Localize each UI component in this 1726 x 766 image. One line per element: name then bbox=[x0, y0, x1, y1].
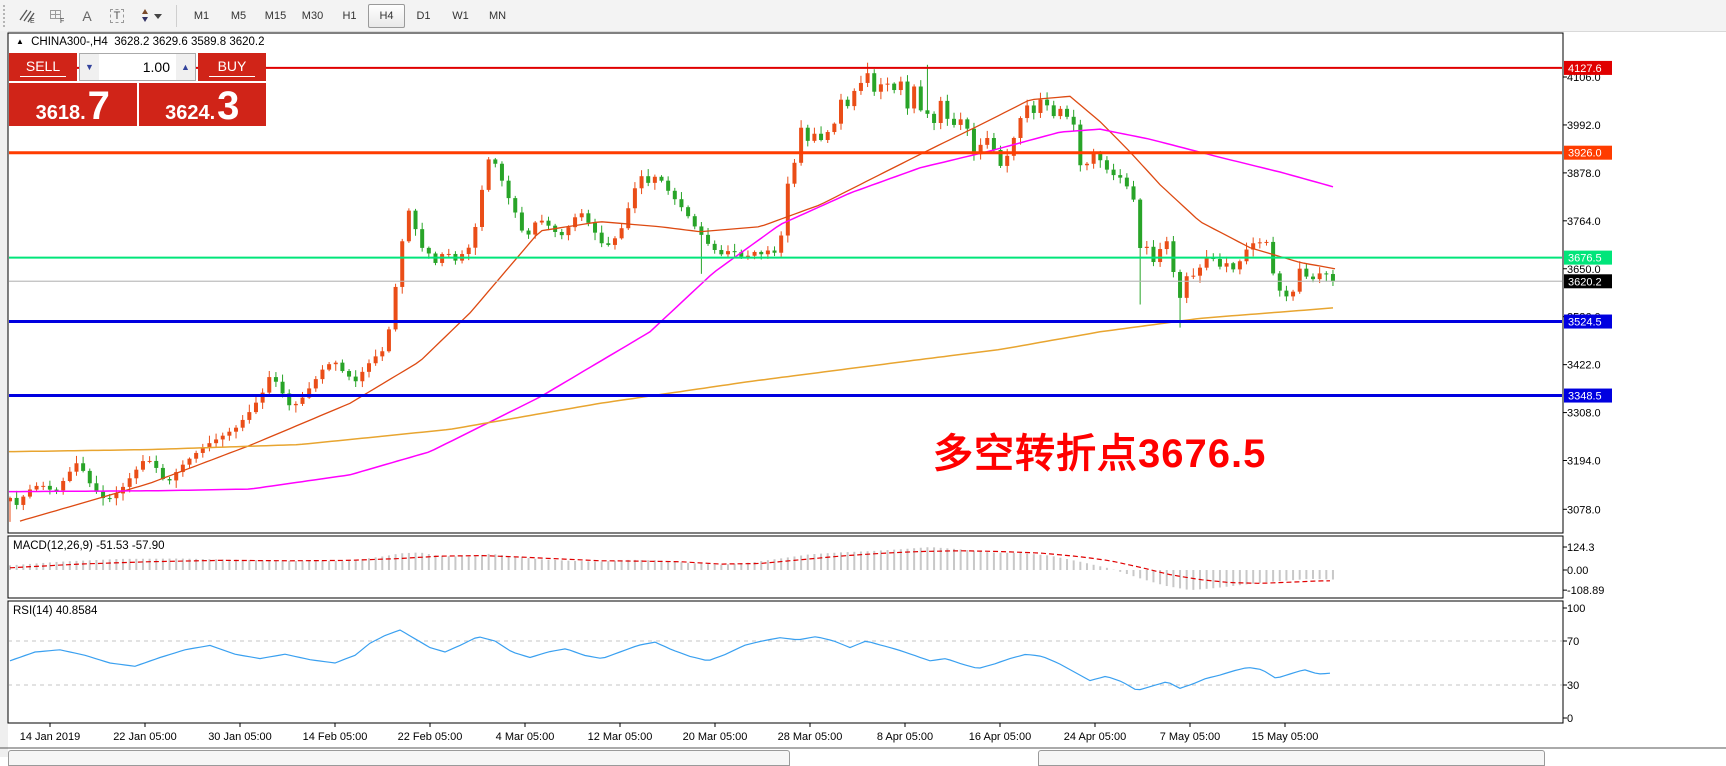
price-tick: 3308.0 bbox=[1567, 408, 1601, 420]
date-tick-label: 7 May 05:00 bbox=[1160, 731, 1221, 743]
svg-text:3620.2: 3620.2 bbox=[1568, 276, 1602, 288]
date-tick-label: 30 Jan 05:00 bbox=[208, 731, 272, 743]
toolbar-drag-handle[interactable] bbox=[3, 4, 12, 27]
candlesticks bbox=[9, 62, 1335, 522]
one-click-trade-panel: SELL ▼ ▲ BUY 3618 . 7 3624 . 3 bbox=[9, 53, 266, 126]
timeframe-button-W1[interactable]: W1 bbox=[452, 9, 469, 22]
date-tick-label: 22 Feb 05:00 bbox=[398, 731, 463, 743]
date-tick-label: 28 Mar 05:00 bbox=[778, 731, 843, 743]
ma-slow-line bbox=[9, 307, 1334, 453]
window-left-gutter bbox=[0, 31, 8, 757]
buy-price-big-digit: 3 bbox=[217, 84, 240, 129]
ma-mid-line bbox=[9, 128, 1334, 493]
price-tick: 3422.0 bbox=[1567, 360, 1601, 372]
level-price-label: 3926.0 bbox=[1564, 145, 1612, 160]
pane bbox=[7, 535, 1564, 599]
price-tick: 3650.0 bbox=[1567, 264, 1601, 276]
svg-text:3524.5: 3524.5 bbox=[1568, 317, 1602, 329]
price-tick: 3078.0 bbox=[1567, 504, 1601, 516]
rsi-label: RSI(14) 40.8584 bbox=[13, 605, 98, 617]
rsi-plot bbox=[9, 629, 1562, 691]
top-toolbar: E F A T M1 M5 M15 M30 H1 H4 D1 W1 MN bbox=[0, 0, 1726, 32]
text-tool-icon[interactable]: T bbox=[103, 3, 131, 29]
svg-text:F: F bbox=[60, 18, 64, 24]
price-tick: 3764.0 bbox=[1567, 216, 1601, 228]
level-price-label: 4127.6 bbox=[1564, 60, 1612, 75]
svg-text:3348.5: 3348.5 bbox=[1568, 391, 1602, 403]
level-price-label: 3348.5 bbox=[1564, 388, 1612, 403]
level-price-label: 3620.2 bbox=[1564, 274, 1612, 289]
rsi-tick: 0 bbox=[1567, 713, 1573, 725]
date-tick-label: 15 May 05:00 bbox=[1252, 731, 1319, 743]
date-tick-label: 4 Mar 05:00 bbox=[496, 731, 555, 743]
macd-tick: 124.3 bbox=[1567, 542, 1595, 554]
chart-symbol-label: ▲ CHINA300-,H4 3628.2 3629.6 3589.8 3620… bbox=[16, 36, 265, 48]
level-price-label: 3524.5 bbox=[1564, 314, 1612, 329]
timeframe-button-D1[interactable]: D1 bbox=[416, 9, 431, 22]
timeframe-button-M1[interactable]: M1 bbox=[193, 9, 210, 22]
volume-widget: ▼ ▲ bbox=[79, 53, 196, 81]
indicators-icon[interactable]: E bbox=[13, 3, 41, 29]
rsi-tick: 100 bbox=[1567, 603, 1585, 615]
annotation-text: 多空转折点3676.5 bbox=[933, 432, 1267, 476]
symbol-name: CHINA300-,H4 bbox=[31, 36, 108, 48]
macd-tick: -108.89 bbox=[1567, 585, 1604, 597]
buy-button[interactable]: BUY bbox=[198, 53, 266, 81]
timeframe-button-H1[interactable]: H1 bbox=[342, 9, 357, 22]
collapse-triangle-icon[interactable]: ▲ bbox=[16, 37, 24, 46]
buy-price-display[interactable]: 3624 . 3 bbox=[138, 83, 266, 129]
timeframe-button-H4[interactable]: H4 bbox=[368, 3, 405, 28]
pane bbox=[7, 32, 1564, 534]
rsi-tick: 70 bbox=[1567, 636, 1579, 648]
buy-price-main: 3624 bbox=[165, 102, 210, 124]
symbol-ohlc: 3628.2 3629.6 3589.8 3620.2 bbox=[114, 36, 265, 48]
timeframe-button-M15[interactable]: M15 bbox=[264, 9, 287, 22]
ma-fast-line bbox=[19, 95, 1336, 522]
svg-text:4127.6: 4127.6 bbox=[1568, 63, 1602, 75]
rsi-tick: 30 bbox=[1567, 680, 1579, 692]
date-tick-label: 20 Mar 05:00 bbox=[683, 731, 748, 743]
price-tick: 4106.0 bbox=[1567, 72, 1601, 84]
volume-input[interactable] bbox=[99, 54, 176, 80]
date-tick-label: 14 Jan 2019 bbox=[20, 731, 81, 743]
sell-price-main: 3618 bbox=[35, 102, 81, 124]
sell-button[interactable]: SELL bbox=[9, 53, 77, 81]
price-tick: 3878.0 bbox=[1567, 168, 1601, 180]
volume-increase-button[interactable]: ▲ bbox=[176, 54, 195, 80]
macd-label: MACD(12,26,9) -51.53 -57.90 bbox=[13, 540, 165, 552]
date-tick-label: 12 Mar 05:00 bbox=[588, 731, 653, 743]
timeframe-button-M5[interactable]: M5 bbox=[230, 9, 247, 22]
level-price-label: 3676.5 bbox=[1564, 250, 1612, 265]
price-tick: 3194.0 bbox=[1567, 456, 1601, 468]
macd-plot bbox=[9, 547, 1334, 590]
price-tick: 3992.0 bbox=[1567, 120, 1601, 132]
volume-decrease-button[interactable]: ▼ bbox=[80, 54, 99, 80]
timeframe-button-M30[interactable]: M30 bbox=[301, 9, 324, 22]
date-tick-label: 14 Feb 05:00 bbox=[303, 731, 368, 743]
svg-text:3676.5: 3676.5 bbox=[1568, 253, 1602, 265]
date-tick-label: 24 Apr 05:00 bbox=[1064, 731, 1126, 743]
macd-tick: 0.00 bbox=[1567, 565, 1588, 577]
date-tick-label: 16 Apr 05:00 bbox=[969, 731, 1031, 743]
date-tick-label: 22 Jan 05:00 bbox=[113, 731, 177, 743]
toolbar-separator bbox=[176, 4, 177, 27]
bottom-tab[interactable] bbox=[1038, 750, 1545, 766]
svg-text:E: E bbox=[30, 18, 35, 24]
pane bbox=[7, 600, 1564, 724]
label-tool-icon[interactable]: A bbox=[82, 7, 92, 24]
grid-icon[interactable]: F bbox=[43, 3, 71, 29]
svg-text:3926.0: 3926.0 bbox=[1568, 148, 1602, 160]
sell-price-display[interactable]: 3618 . 7 bbox=[9, 83, 137, 126]
bottom-tab[interactable] bbox=[8, 750, 790, 766]
timeframe-button-MN[interactable]: MN bbox=[488, 9, 507, 22]
cycle-arrows-icon[interactable] bbox=[133, 3, 169, 29]
date-tick-label: 8 Apr 05:00 bbox=[877, 731, 933, 743]
sell-price-big-digit: 7 bbox=[87, 84, 110, 129]
